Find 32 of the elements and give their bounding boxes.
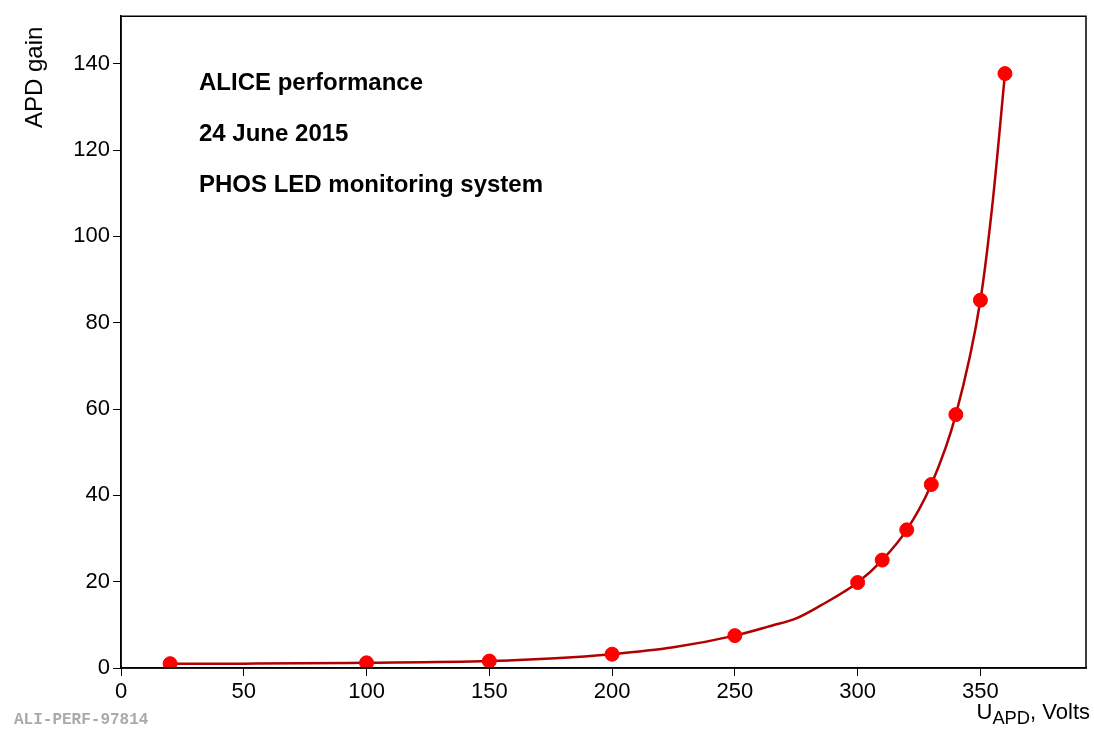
x-tick-label: 100 (348, 678, 385, 704)
point (359, 655, 375, 668)
y-tick-label: 140 (73, 49, 110, 75)
point (874, 552, 890, 568)
point (997, 66, 1013, 82)
point (948, 407, 964, 423)
x-tick-label: 250 (716, 678, 754, 704)
y-tick-label: 20 (85, 567, 110, 593)
annotation: 24 June 2015 (199, 118, 349, 146)
y-tick-label: 80 (85, 308, 110, 334)
annotation: PHOS LED monitoring system (199, 169, 544, 197)
point (162, 656, 178, 668)
y-tick-label: 0 (97, 654, 110, 680)
text: ALI-PERF-97814 (14, 711, 149, 730)
point (727, 628, 743, 644)
point (850, 575, 866, 591)
x-tick-label: 50 (231, 678, 257, 704)
y-tick-label: 40 (85, 481, 110, 507)
annotation: ALICE performance (199, 67, 424, 95)
y-tick-label: 60 (85, 395, 110, 421)
x-tick-label: 200 (593, 678, 631, 704)
y-tick-label: 100 (73, 222, 110, 248)
y-axis-title: APD gain (20, 26, 48, 128)
point (604, 646, 620, 662)
point (923, 477, 939, 493)
x-tick-label: 0 (114, 678, 128, 704)
point (972, 292, 988, 308)
x-tick-label: 300 (839, 678, 876, 704)
point (899, 522, 915, 538)
y-tick-label: 120 (73, 136, 110, 162)
point (481, 653, 497, 668)
x-tick-label: 150 (470, 678, 508, 704)
